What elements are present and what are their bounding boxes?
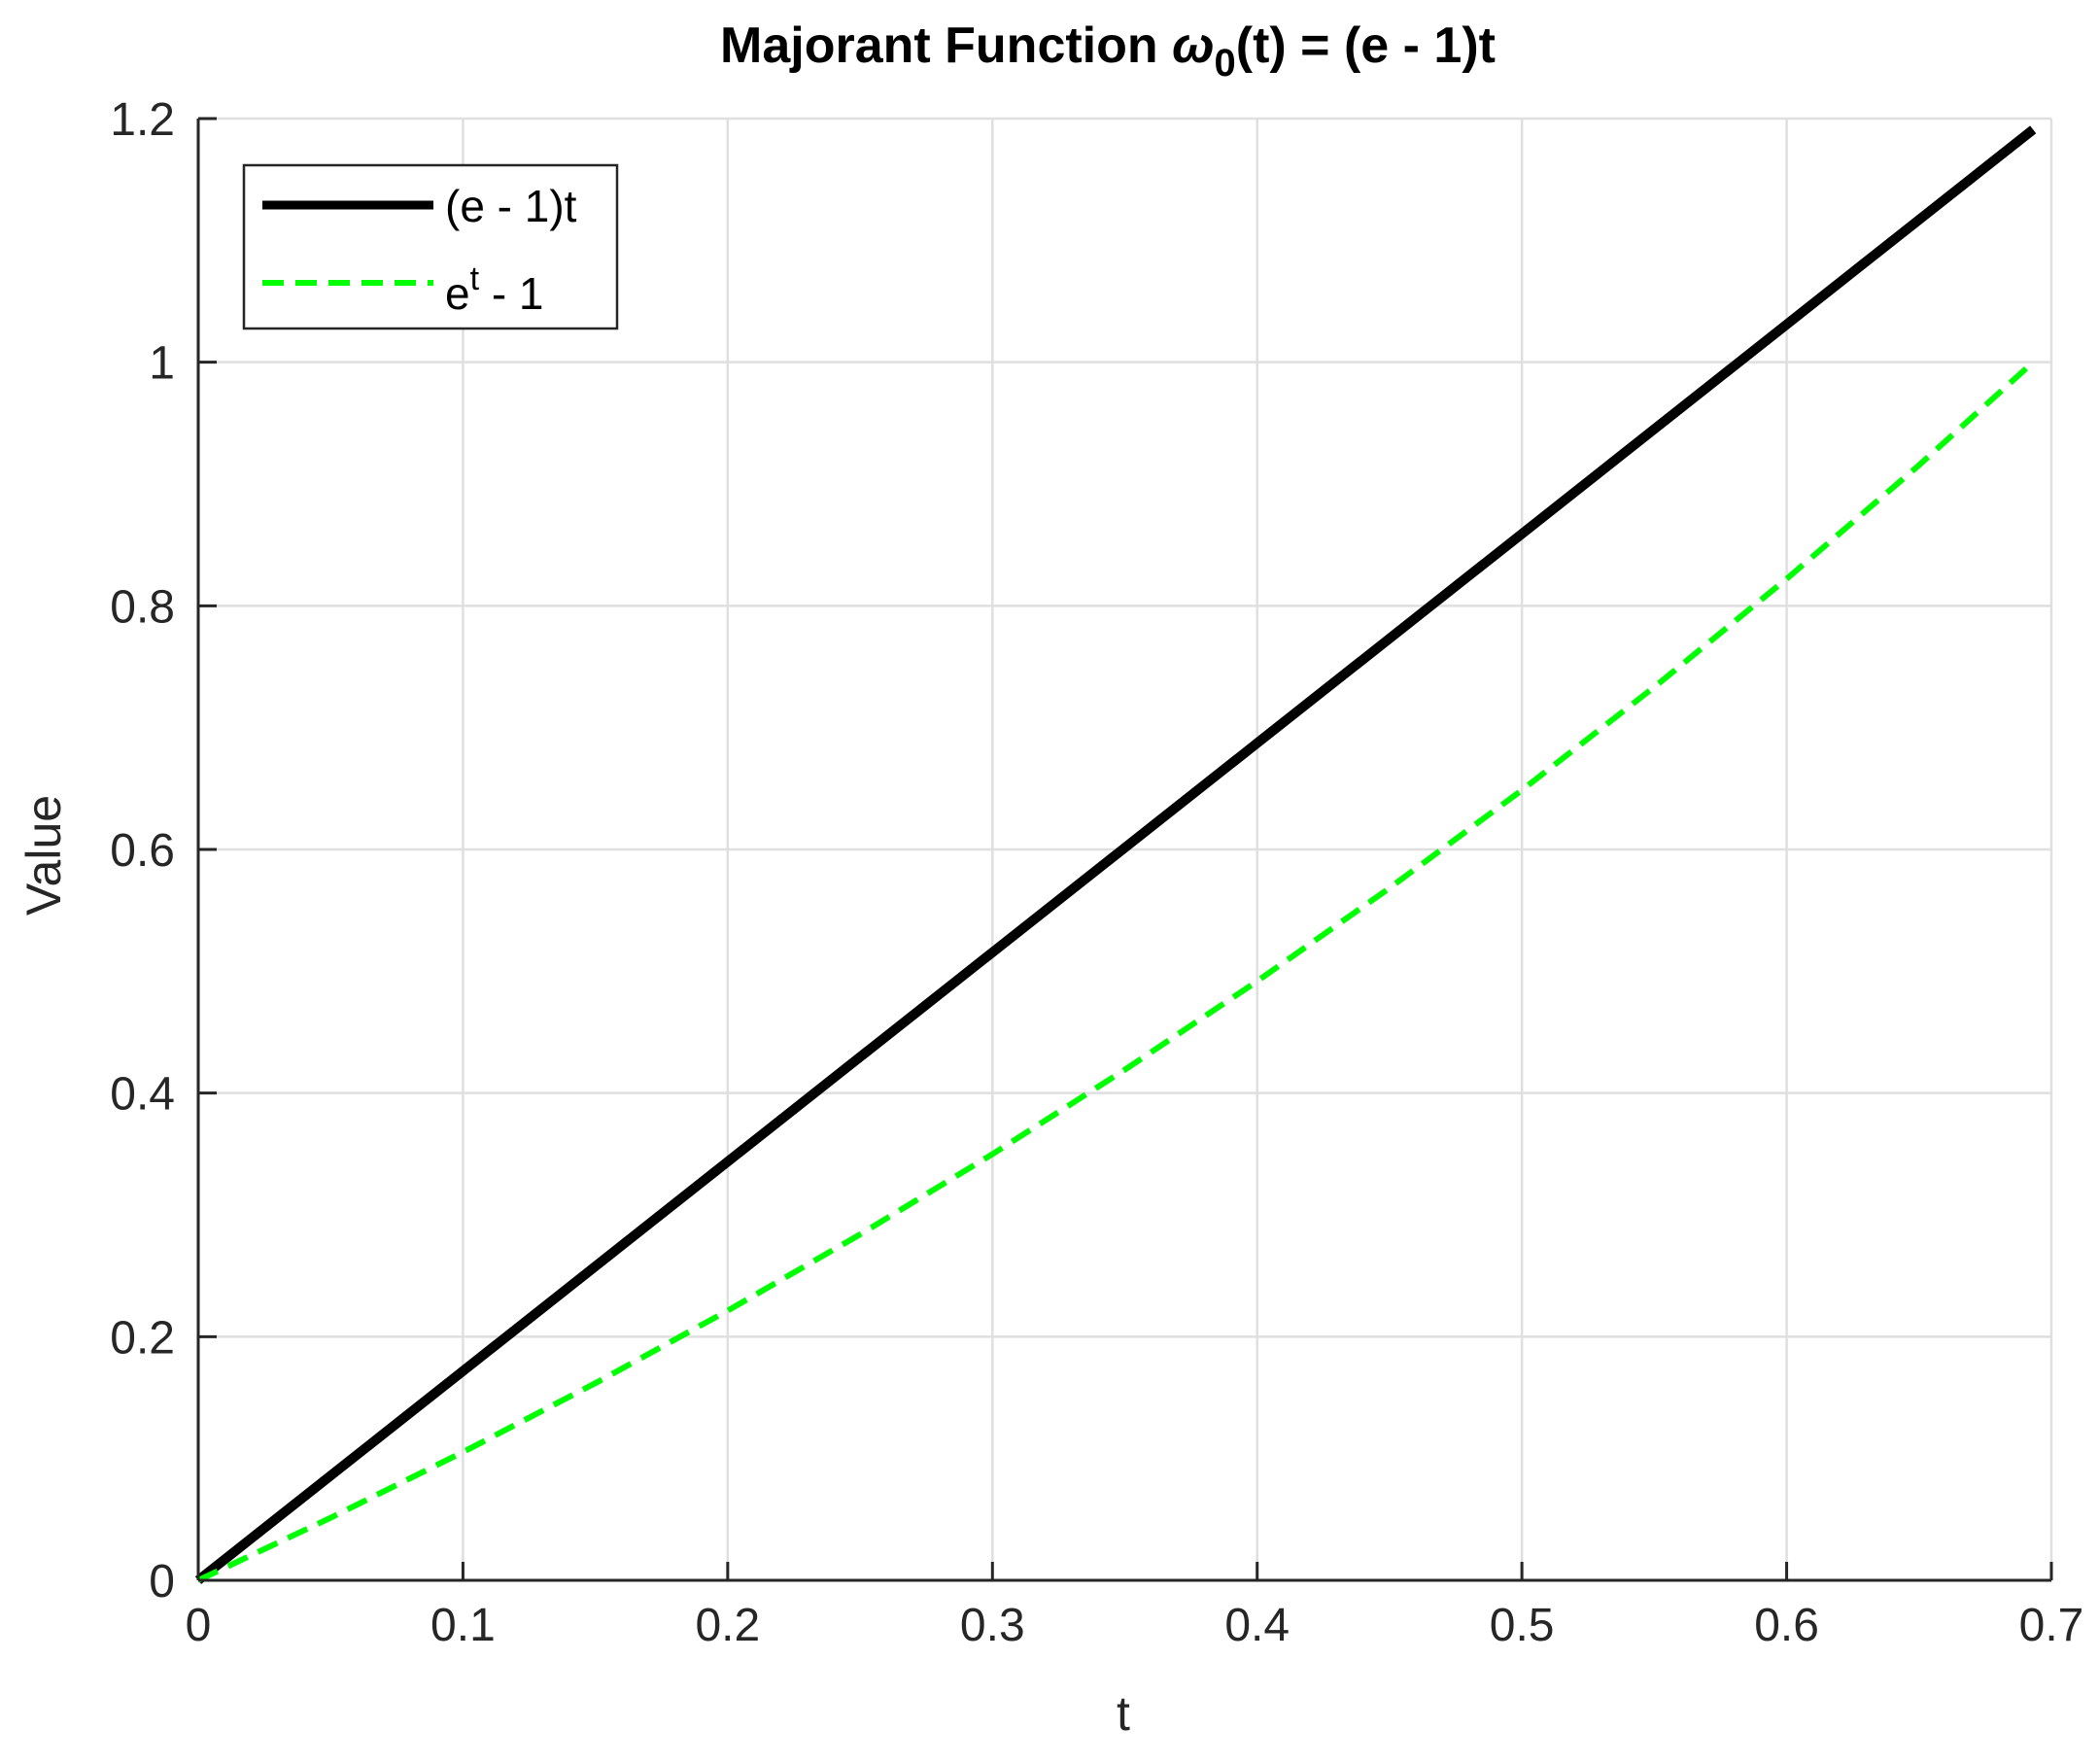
x-tick-label: 0.3 — [960, 1600, 1025, 1651]
y-tick-label: 0.4 — [110, 1069, 175, 1121]
y-axis-label: Value — [17, 795, 71, 916]
legend-label-linear: (e - 1)t — [445, 181, 577, 231]
legend-label-exp-sup: t — [470, 260, 480, 297]
y-tick-label: 0.8 — [110, 581, 175, 633]
tick-labels: 0 0.1 0.2 0.3 0.4 0.5 0.6 0.7 0 0.2 0.4 0.6 0.8 1 1.2 — [110, 94, 2083, 1651]
series-line-0 — [194, 125, 2037, 1584]
legend-label-exponential: et - 1 — [445, 260, 544, 319]
x-tick-label: 0.6 — [1754, 1600, 1819, 1651]
y-tick-label: 0 — [149, 1556, 175, 1608]
legend-label-exp-base: e — [445, 268, 470, 319]
x-tick-label: 0.7 — [2019, 1600, 2084, 1651]
title-symbol: ω — [1172, 17, 1214, 74]
chart-title: Majorant Function ω0(t) = (e - 1)t — [720, 17, 1496, 85]
x-tick-label: 0.1 — [430, 1600, 496, 1651]
x-tick-label: 0 — [186, 1600, 212, 1651]
x-axis-label: t — [1117, 1686, 1130, 1741]
legend-box — [242, 163, 619, 330]
series-line-1 — [196, 360, 2036, 1583]
plot-series — [194, 125, 2037, 1584]
x-tick-label: 0.5 — [1490, 1600, 1555, 1651]
legend: (e - 1)t et - 1 — [242, 163, 619, 330]
x-tick-label: 0.4 — [1224, 1600, 1290, 1651]
y-tick-label: 0.2 — [110, 1312, 175, 1364]
legend-label-exp-tail: - 1 — [479, 268, 543, 319]
x-tick-label: 0.2 — [695, 1600, 760, 1651]
y-tick-label: 1.2 — [110, 94, 175, 146]
title-suffix: (t) = (e - 1)t — [1236, 17, 1496, 74]
y-tick-label: 0.6 — [110, 825, 175, 877]
title-subscript: 0 — [1215, 42, 1236, 85]
title-prefix: Majorant Function — [720, 17, 1172, 74]
y-tick-label: 1 — [149, 338, 175, 390]
